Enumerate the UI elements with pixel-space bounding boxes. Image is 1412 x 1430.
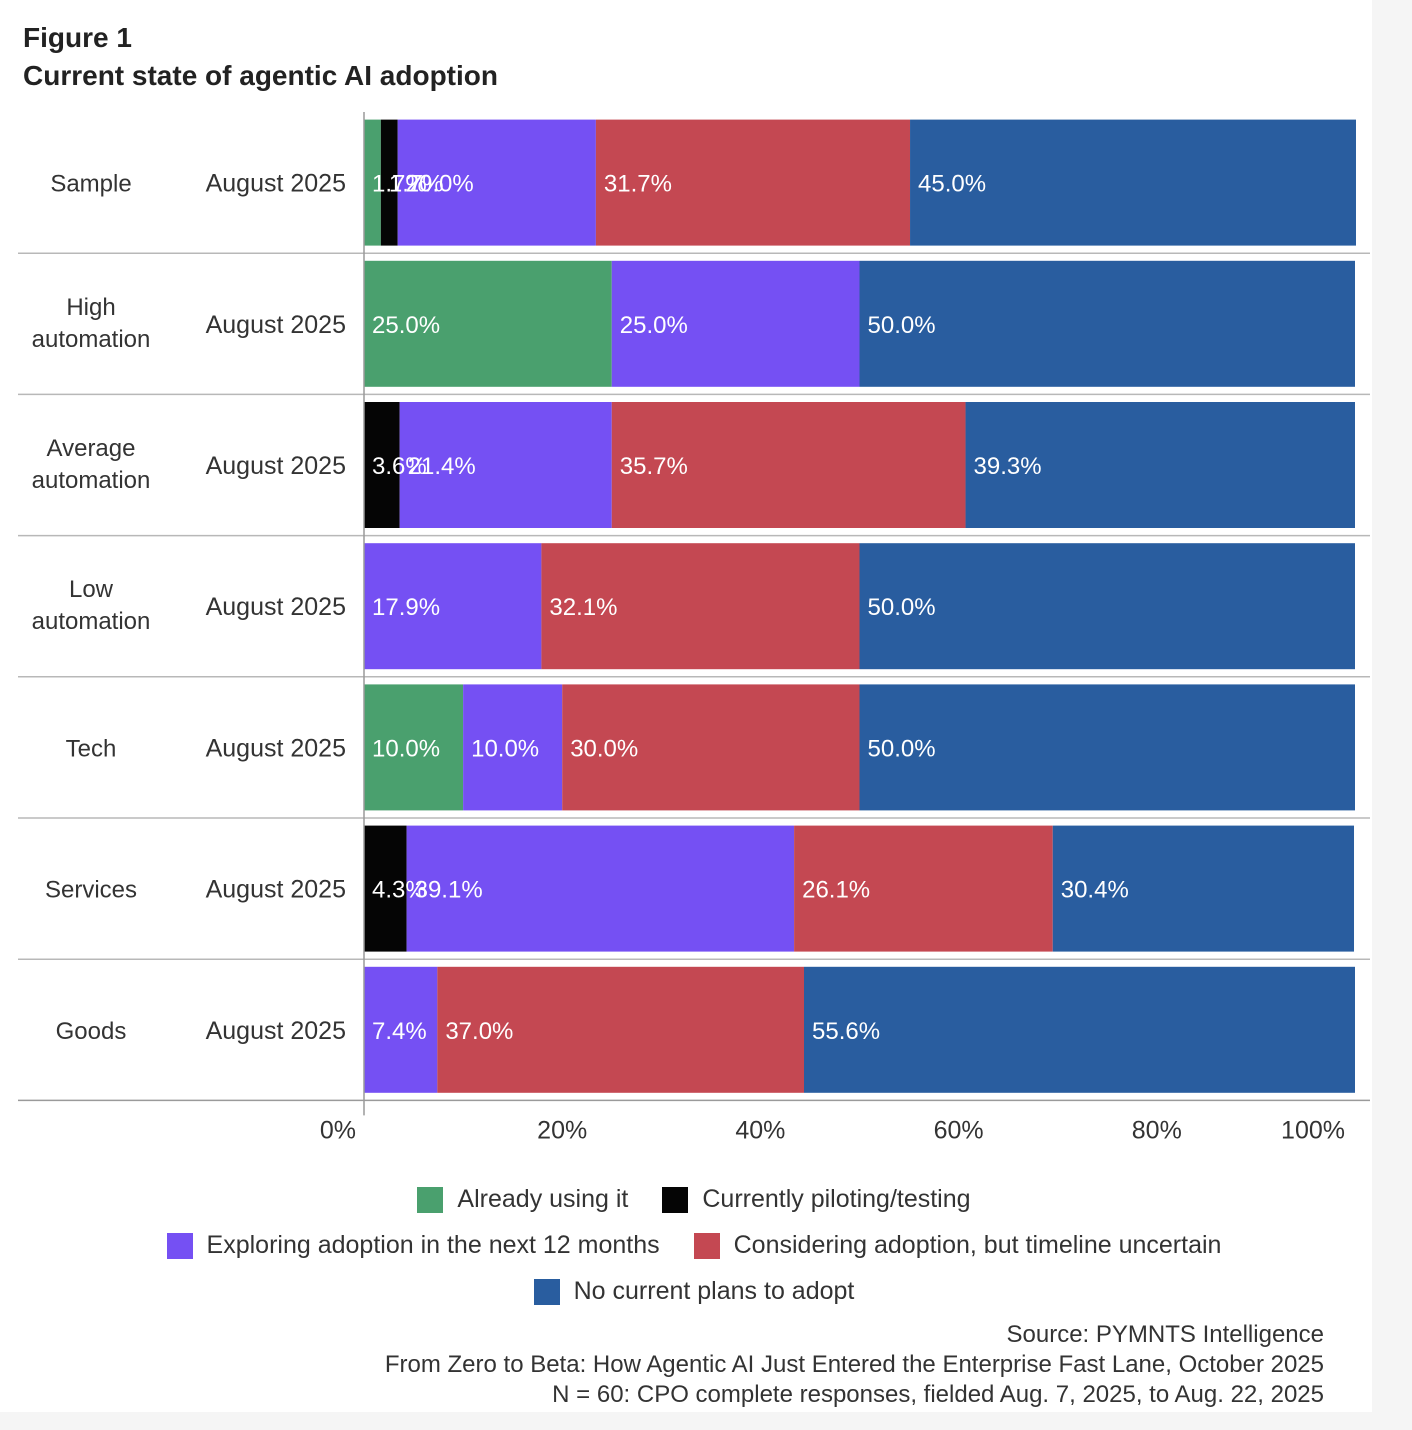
legend-swatch-considering — [693, 1232, 720, 1259]
legend-row-3: No current plans to adopt — [18, 1277, 1370, 1306]
legend-item-piloting: Currently piloting/testing — [662, 1185, 971, 1214]
data-label: 25.0% — [372, 312, 440, 339]
row-period-label: August 2025 — [206, 876, 346, 904]
bar-segment-no-current-plans-to-adopt — [1052, 825, 1355, 952]
bar-segment-already-using-it — [364, 684, 464, 811]
row-group-label: Tech — [66, 735, 117, 762]
bar-segment-no-current-plans-to-adopt — [859, 260, 1355, 387]
data-label: 30.4% — [1061, 877, 1129, 904]
data-label: 21.4% — [408, 453, 476, 480]
x-tick-label: 20% — [537, 1116, 587, 1144]
source-line-3: N = 60: CPO complete responses, fielded … — [552, 1381, 1324, 1408]
data-label: 35.7% — [620, 453, 688, 480]
row-period-label: August 2025 — [206, 452, 346, 480]
data-label: 45.0% — [918, 171, 986, 198]
bar-segment-no-current-plans-to-adopt — [910, 119, 1356, 246]
data-label: 1.7% — [389, 171, 444, 198]
x-tick-label: 80% — [1132, 1116, 1182, 1144]
data-label: 31.7% — [604, 171, 672, 198]
data-label: 10.0% — [471, 735, 539, 762]
legend-label-considering: Considering adoption, but timeline uncer… — [733, 1231, 1222, 1259]
bar-segment-exploring-adoption-in-the-next-12-months — [406, 825, 795, 952]
bar-segment-exploring-adoption-in-the-next-12-months — [463, 684, 563, 811]
figure-panel: Figure 1 Current state of agentic AI ado… — [18, 22, 1370, 1410]
data-label: 3.6% — [372, 453, 427, 480]
row-period-label: August 2025 — [206, 170, 346, 198]
data-label: 25.0% — [620, 312, 688, 339]
row-period-label: August 2025 — [206, 1017, 346, 1045]
bar-segment-considering-adoption-but-timeline-uncertain — [541, 543, 860, 670]
row-period-label: August 2025 — [206, 593, 346, 621]
data-label: 17.9% — [372, 594, 440, 621]
bar-segment-no-current-plans-to-adopt — [859, 684, 1355, 811]
data-label: 30.0% — [570, 735, 638, 762]
data-label: 37.0% — [445, 1018, 513, 1045]
row-group-label: Sample — [50, 171, 131, 198]
legend-swatch-already — [417, 1186, 444, 1213]
legend-swatch-no-plans — [533, 1278, 560, 1305]
source-line-1: Source: PYMNTS Intelligence — [1006, 1321, 1324, 1348]
row-group-label: Goods — [56, 1018, 127, 1045]
bar-segment-considering-adoption-but-timeline-uncertain — [595, 119, 911, 246]
bar-segment-exploring-adoption-in-the-next-12-months — [397, 119, 596, 246]
data-label: 4.3% — [372, 877, 427, 904]
row-period-label: August 2025 — [206, 734, 346, 762]
bar-segment-considering-adoption-but-timeline-uncertain — [562, 684, 860, 811]
data-label: 39.1% — [415, 877, 483, 904]
data-label: 1.7% — [372, 171, 427, 198]
legend-item-exploring: Exploring adoption in the next 12 months — [166, 1231, 660, 1260]
data-label: 7.4% — [372, 1018, 427, 1045]
bar-segment-currently-piloting-testing — [364, 402, 400, 528]
bar-segment-already-using-it — [364, 119, 381, 246]
legend-row-2: Exploring adoption in the next 12 months… — [18, 1231, 1370, 1260]
data-label: 50.0% — [868, 735, 936, 762]
bar-segment-no-current-plans-to-adopt — [859, 543, 1355, 670]
row-group-label: Average automation — [32, 435, 151, 494]
legend-label-no-plans: No current plans to adopt — [573, 1277, 855, 1305]
bar-segment-currently-piloting-testing — [364, 825, 407, 952]
row-group-label: High automation — [32, 294, 151, 353]
data-label: 55.6% — [812, 1018, 880, 1045]
bar-segment-no-current-plans-to-adopt — [965, 402, 1355, 528]
x-tick-label: 60% — [934, 1116, 984, 1144]
legend-swatch-piloting — [662, 1186, 689, 1213]
stacked-bar-chart: Sample August 2025 1.7%1.7%20.0% 31.7% 45.0%… — [18, 112, 1370, 1144]
chart-title: Current state of agentic AI adoption — [23, 60, 498, 91]
x-tick-label: 100% — [1281, 1116, 1345, 1144]
bar-segment-no-current-plans-to-adopt — [804, 966, 1355, 1093]
legend-label-already: Already using it — [457, 1185, 629, 1213]
bar-segment-exploring-adoption-in-the-next-12-months — [611, 260, 860, 387]
legend-item-no-plans: No current plans to adopt — [533, 1277, 855, 1306]
bar-segment-exploring-adoption-in-the-next-12-months — [364, 543, 542, 670]
row-period-label: August 2025 — [206, 311, 346, 339]
figure-label: Figure 1 — [23, 22, 132, 53]
bar-segment-currently-piloting-testing — [380, 119, 398, 246]
x-tick-label: 40% — [735, 1116, 785, 1144]
bar-segment-considering-adoption-but-timeline-uncertain — [611, 402, 966, 528]
legend-label-exploring: Exploring adoption in the next 12 months — [206, 1231, 660, 1259]
data-label: 50.0% — [868, 594, 936, 621]
data-label: 50.0% — [868, 312, 936, 339]
source-note: Source: PYMNTS Intelligence From Zero to… — [385, 1320, 1324, 1410]
data-label: 26.1% — [802, 877, 870, 904]
legend-row-1: Already using it Currently piloting/test… — [18, 1185, 1370, 1214]
bar-segment-considering-adoption-but-timeline-uncertain — [794, 825, 1053, 952]
legend-label-piloting: Currently piloting/testing — [702, 1185, 971, 1213]
row-group-label: Low automation — [32, 576, 151, 635]
bar-segment-exploring-adoption-in-the-next-12-months — [364, 966, 438, 1093]
bar-segment-exploring-adoption-in-the-next-12-months — [399, 402, 612, 528]
legend-item-already: Already using it — [417, 1185, 628, 1214]
legend-swatch-exploring — [166, 1232, 193, 1259]
data-label: 39.3% — [974, 453, 1042, 480]
legend-item-considering: Considering adoption, but timeline uncer… — [693, 1231, 1222, 1260]
bar-segment-already-using-it — [364, 260, 612, 387]
data-label: 32.1% — [549, 594, 617, 621]
data-label: 10.0% — [372, 735, 440, 762]
row-group-label: Services — [45, 877, 137, 904]
x-tick-label: 0% — [320, 1116, 356, 1144]
data-label: 20.0% — [406, 171, 474, 198]
source-line-2: From Zero to Beta: How Agentic AI Just E… — [384, 1351, 1324, 1378]
bar-segment-considering-adoption-but-timeline-uncertain — [437, 966, 805, 1093]
